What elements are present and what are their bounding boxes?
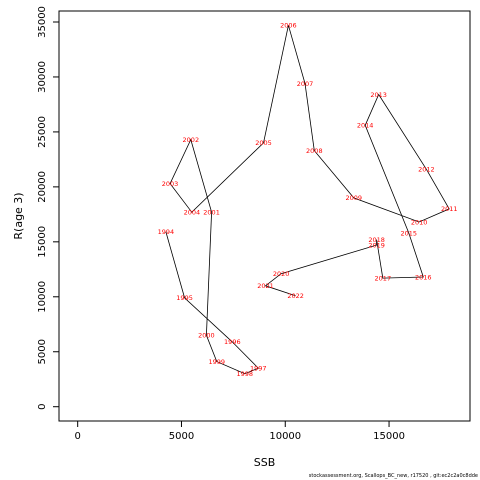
point-label-2011: 2011: [441, 205, 458, 213]
y-axis: 0 5000 10000 15000 20000 25000 30000 35000: [37, 6, 60, 410]
point-label-2012: 2012: [418, 166, 435, 174]
y-axis-title: R(age 3): [12, 192, 25, 239]
point-label-1996: 1996: [224, 338, 241, 346]
point-label-2005: 2005: [255, 139, 272, 147]
x-axis: 0 5000 10000 15000: [74, 420, 405, 442]
y-tick-label: 10000: [37, 281, 48, 313]
point-label-2008: 2008: [306, 147, 323, 155]
point-label-2020: 2020: [273, 270, 290, 278]
point-label-2015: 2015: [400, 229, 417, 237]
y-tick-label: 35000: [37, 6, 48, 38]
point-label-1997: 1997: [250, 365, 267, 373]
y-tick-label: 5000: [37, 339, 48, 364]
y-tick-label: 25000: [37, 116, 48, 148]
point-label-2010: 2010: [411, 218, 428, 226]
x-axis-title: SSB: [254, 456, 276, 469]
point-label-2006: 2006: [280, 22, 297, 30]
point-label-2016: 2016: [415, 273, 432, 281]
x-tick-label: 15000: [373, 431, 405, 442]
x-tick-label: 10000: [269, 431, 301, 442]
point-label-2021: 2021: [257, 282, 274, 290]
point-label-1999: 1999: [208, 358, 225, 366]
point-label-2014: 2014: [357, 122, 374, 130]
point-label-2019: 2019: [368, 241, 385, 249]
point-label-2001: 2001: [203, 208, 220, 216]
point-label-2009: 2009: [345, 194, 362, 202]
point-label-2002: 2002: [183, 136, 200, 144]
point-label-2003: 2003: [162, 180, 179, 188]
y-tick-label: 15000: [37, 226, 48, 258]
y-tick-label: 30000: [37, 61, 48, 93]
point-label-2013: 2013: [370, 91, 387, 99]
point-label-2004: 2004: [184, 208, 201, 216]
point-label-1998: 1998: [237, 370, 254, 378]
y-tick-label: 0: [37, 404, 48, 410]
point-label-2007: 2007: [297, 80, 314, 88]
trajectory-line: [165, 25, 450, 375]
plot-frame: [58, 10, 471, 422]
point-label-2018: 2018: [368, 236, 385, 244]
x-tick-label: 5000: [169, 431, 194, 442]
footer-credit: stockassessment.org, Scallops_BC_new, r1…: [309, 473, 478, 479]
y-tick-label: 20000: [37, 171, 48, 203]
x-tick-label: 0: [74, 431, 80, 442]
point-label-2022: 2022: [287, 292, 304, 300]
point-label-2017: 2017: [375, 274, 392, 282]
point-label-1995: 1995: [176, 294, 193, 302]
point-label-2000: 2000: [198, 332, 215, 340]
point-label-1994: 1994: [158, 228, 175, 236]
